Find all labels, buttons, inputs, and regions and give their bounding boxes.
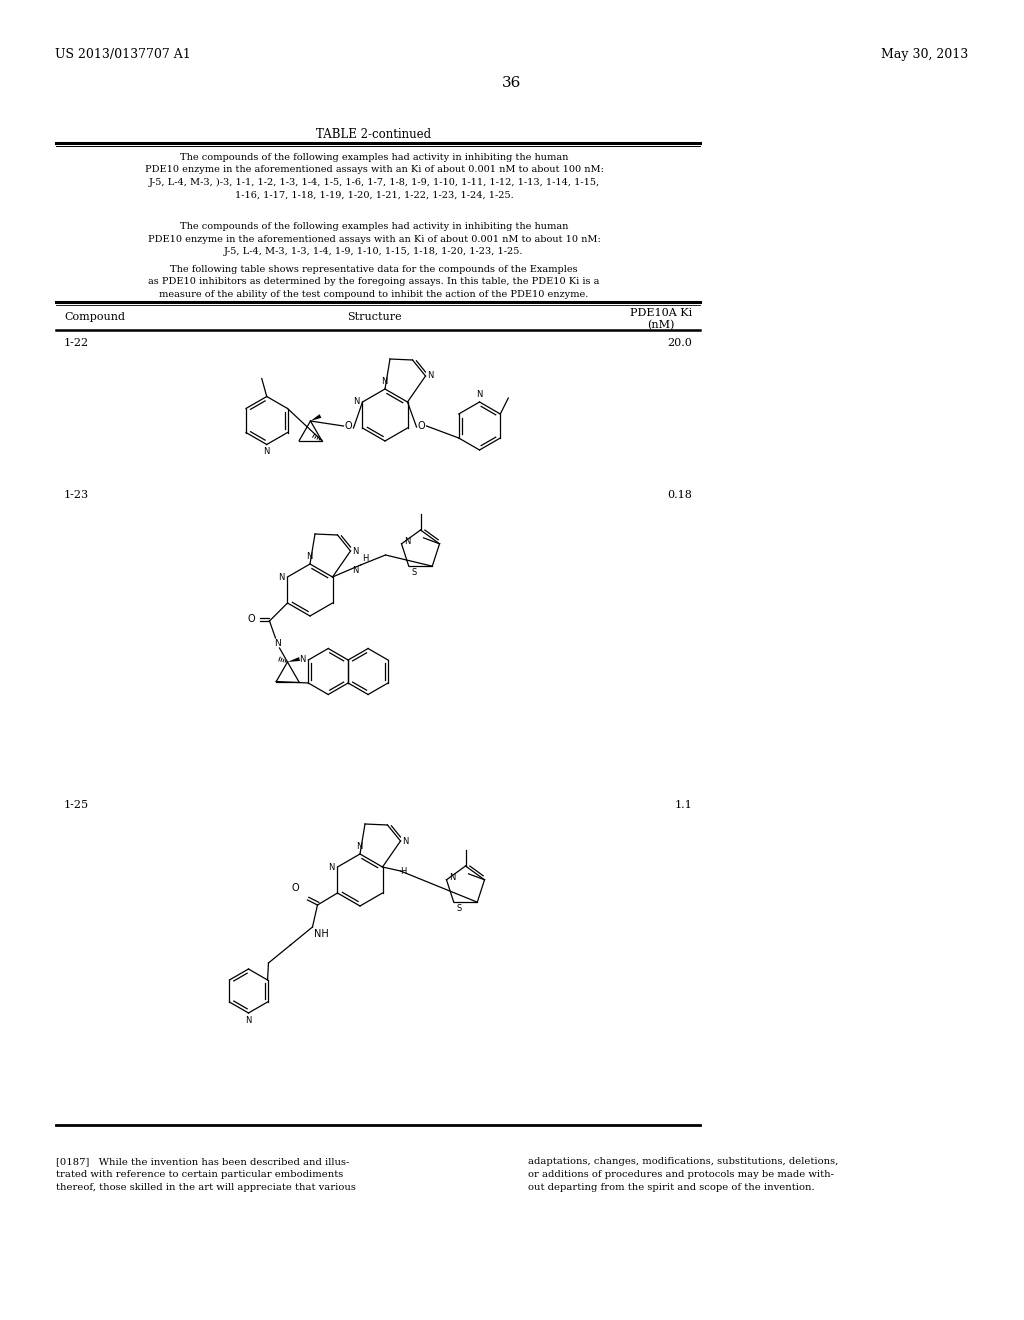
Polygon shape: [310, 414, 322, 421]
Text: S: S: [457, 904, 462, 913]
Text: O: O: [345, 421, 352, 432]
Text: 1-23: 1-23: [63, 490, 89, 500]
Text: [0187]   While the invention has been described and illus-
trated with reference: [0187] While the invention has been desc…: [56, 1158, 356, 1192]
Text: May 30, 2013: May 30, 2013: [881, 48, 968, 61]
Text: 36: 36: [503, 77, 521, 90]
Text: TABLE 2-continued: TABLE 2-continued: [316, 128, 431, 141]
Text: N: N: [427, 371, 434, 380]
Text: adaptations, changes, modifications, substitutions, deletions,
or additions of p: adaptations, changes, modifications, sub…: [528, 1158, 839, 1192]
Text: The compounds of the following examples had activity in inhibiting the human
PDE: The compounds of the following examples …: [144, 153, 603, 199]
Text: N: N: [246, 1016, 252, 1026]
Text: N: N: [263, 447, 270, 457]
Text: PDE10A Ki
(nM): PDE10A Ki (nM): [630, 308, 692, 330]
Text: O: O: [418, 421, 425, 432]
Text: The compounds of the following examples had activity in inhibiting the human
PDE: The compounds of the following examples …: [147, 222, 600, 256]
Text: 20.0: 20.0: [667, 338, 692, 348]
Text: O: O: [248, 614, 255, 624]
Text: N: N: [402, 837, 409, 846]
Text: N: N: [450, 874, 456, 882]
Text: Structure: Structure: [347, 312, 401, 322]
Text: N: N: [352, 546, 358, 556]
Text: N: N: [274, 639, 281, 648]
Text: S: S: [412, 568, 417, 577]
Text: N: N: [299, 655, 305, 664]
Text: N: N: [353, 397, 359, 407]
Text: NH: NH: [314, 929, 330, 939]
Text: N: N: [279, 573, 285, 582]
Text: N: N: [355, 842, 362, 851]
Text: 1-25: 1-25: [63, 800, 89, 810]
Text: N: N: [306, 552, 312, 561]
Text: N: N: [328, 862, 335, 871]
Text: 0.18: 0.18: [667, 490, 692, 500]
Text: O: O: [292, 883, 299, 894]
Text: 1-22: 1-22: [63, 338, 89, 348]
Text: 1.1: 1.1: [674, 800, 692, 810]
Text: Compound: Compound: [63, 312, 125, 322]
Text: N: N: [476, 389, 482, 399]
Text: N: N: [404, 537, 411, 546]
Text: H: H: [362, 554, 369, 564]
Text: N: N: [352, 566, 358, 576]
Text: H: H: [400, 866, 407, 875]
Text: The following table shows representative data for the compounds of the Examples
: The following table shows representative…: [148, 265, 600, 300]
Text: N: N: [381, 378, 387, 385]
Text: US 2013/0137707 A1: US 2013/0137707 A1: [55, 48, 190, 61]
Polygon shape: [288, 657, 300, 663]
